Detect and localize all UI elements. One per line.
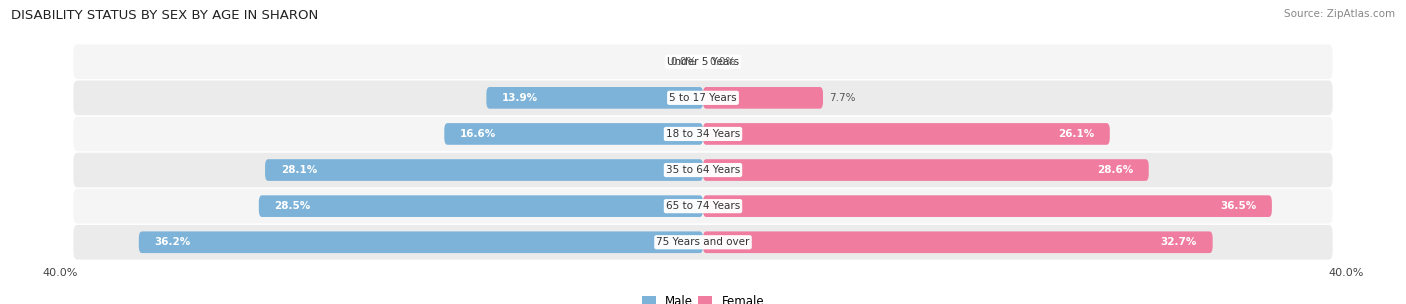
Text: 28.5%: 28.5%: [274, 201, 311, 211]
Text: 7.7%: 7.7%: [830, 93, 856, 103]
Text: 26.1%: 26.1%: [1057, 129, 1094, 139]
FancyBboxPatch shape: [703, 195, 1272, 217]
Text: 32.7%: 32.7%: [1161, 237, 1197, 247]
Text: 0.0%: 0.0%: [671, 57, 697, 67]
FancyBboxPatch shape: [73, 81, 1333, 115]
Text: Source: ZipAtlas.com: Source: ZipAtlas.com: [1284, 9, 1395, 19]
FancyBboxPatch shape: [703, 87, 823, 109]
FancyBboxPatch shape: [444, 123, 703, 145]
FancyBboxPatch shape: [73, 153, 1333, 187]
FancyBboxPatch shape: [703, 123, 1109, 145]
Text: 5 to 17 Years: 5 to 17 Years: [669, 93, 737, 103]
FancyBboxPatch shape: [73, 189, 1333, 223]
Legend: Male, Female: Male, Female: [637, 290, 769, 304]
FancyBboxPatch shape: [486, 87, 703, 109]
Text: 40.0%: 40.0%: [42, 268, 77, 278]
Text: 28.1%: 28.1%: [281, 165, 316, 175]
Text: DISABILITY STATUS BY SEX BY AGE IN SHARON: DISABILITY STATUS BY SEX BY AGE IN SHARO…: [11, 9, 319, 22]
Text: 35 to 64 Years: 35 to 64 Years: [666, 165, 740, 175]
Text: 75 Years and over: 75 Years and over: [657, 237, 749, 247]
Text: Under 5 Years: Under 5 Years: [666, 57, 740, 67]
Text: 0.0%: 0.0%: [709, 57, 735, 67]
FancyBboxPatch shape: [703, 231, 1212, 253]
Text: 16.6%: 16.6%: [460, 129, 496, 139]
Text: 18 to 34 Years: 18 to 34 Years: [666, 129, 740, 139]
Text: 65 to 74 Years: 65 to 74 Years: [666, 201, 740, 211]
FancyBboxPatch shape: [703, 159, 1149, 181]
Text: 28.6%: 28.6%: [1097, 165, 1133, 175]
FancyBboxPatch shape: [266, 159, 703, 181]
FancyBboxPatch shape: [139, 231, 703, 253]
FancyBboxPatch shape: [73, 44, 1333, 79]
FancyBboxPatch shape: [73, 117, 1333, 151]
Text: 13.9%: 13.9%: [502, 93, 538, 103]
Text: 40.0%: 40.0%: [1329, 268, 1364, 278]
Text: 36.2%: 36.2%: [155, 237, 191, 247]
Text: 36.5%: 36.5%: [1220, 201, 1257, 211]
FancyBboxPatch shape: [73, 225, 1333, 260]
FancyBboxPatch shape: [259, 195, 703, 217]
